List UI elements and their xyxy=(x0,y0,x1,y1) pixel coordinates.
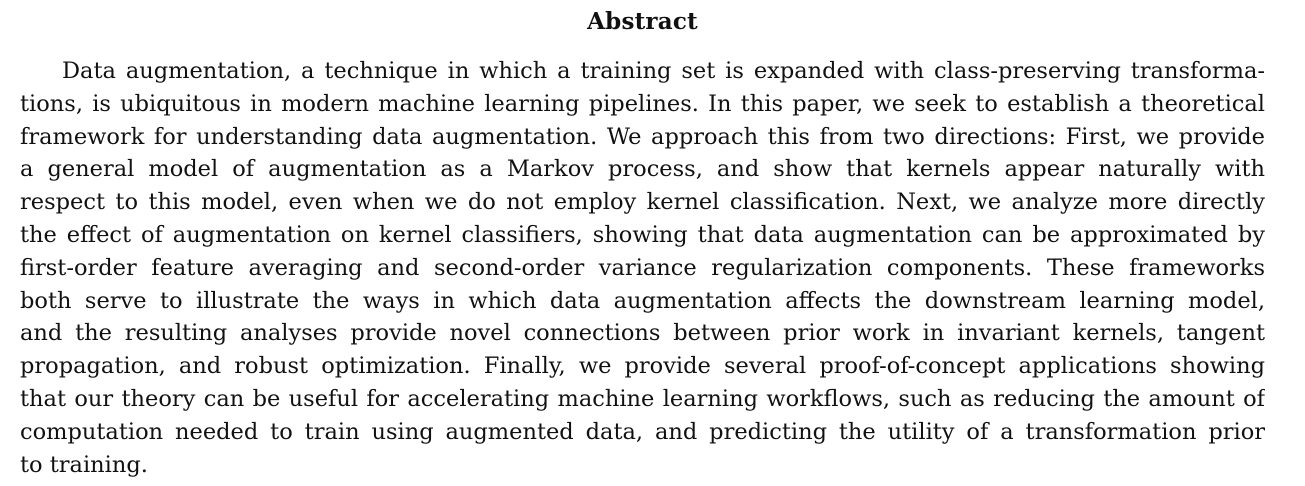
abstract-line: and the resulting analyses provide novel… xyxy=(20,320,1265,347)
abstract-line: propagation, and robust optimization. Fi… xyxy=(20,353,1265,380)
abstract-line: Data augmentation, a technique in which … xyxy=(62,58,1265,84)
abstract-line: to training. xyxy=(20,451,148,478)
abstract-line: the effect of augmentation on kernel cla… xyxy=(20,221,1265,248)
abstract-line: computation needed to train using augmen… xyxy=(20,418,1265,445)
abstract-heading: Abstract xyxy=(587,8,698,35)
abstract-line: tions, is ubiquitous in modern machine l… xyxy=(20,90,1265,117)
abstract-body: Data augmentation, a technique in which … xyxy=(20,55,1265,481)
abstract-line: both serve to illustrate the ways in whi… xyxy=(20,287,1265,314)
abstract-line: a general model of augmentation as a Mar… xyxy=(20,156,1265,183)
abstract-line: framework for understanding data augment… xyxy=(20,123,1265,150)
abstract-line: respect to this model, even when we do n… xyxy=(20,189,1265,216)
abstract-line: that our theory can be useful for accele… xyxy=(20,385,1265,412)
abstract-line: first-order feature averaging and second… xyxy=(20,254,1265,281)
